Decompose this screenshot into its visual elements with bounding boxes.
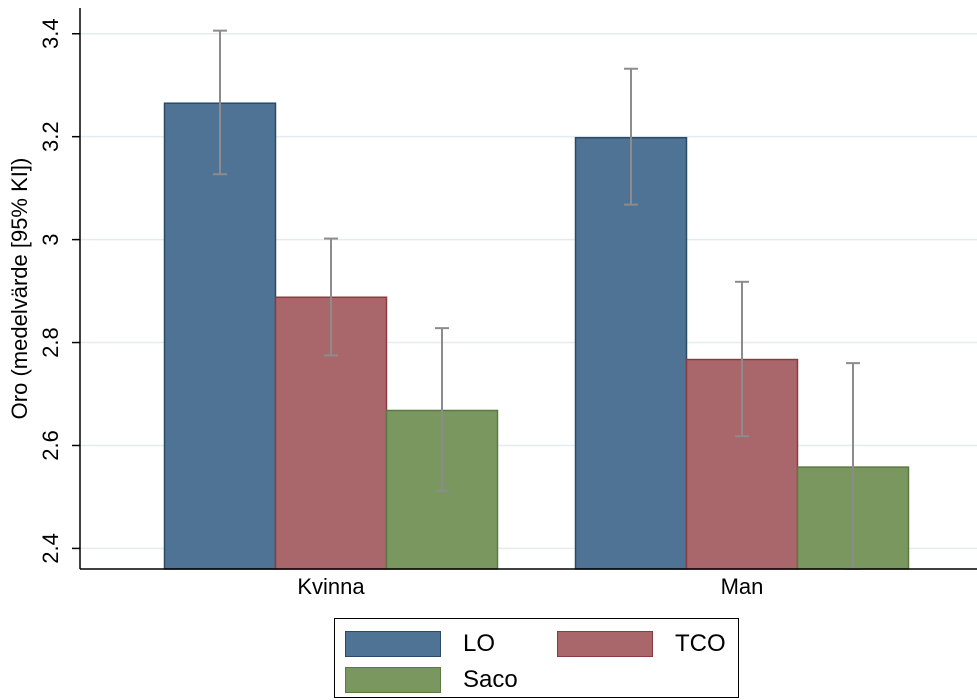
legend-label-saco: Saco <box>463 666 518 693</box>
legend-item-lo: LO <box>345 629 495 659</box>
legend-label-lo: LO <box>463 630 496 657</box>
legend-label-tco: TCO <box>675 630 726 657</box>
x-category-label-kvinna: Kvinna <box>297 574 365 599</box>
legend: LO TCO Saco <box>334 618 739 698</box>
error-bars <box>213 29 860 570</box>
legend-item-tco: TCO <box>557 629 726 659</box>
legend-swatch-saco <box>345 667 441 693</box>
y-tick-label: 3 <box>38 233 63 245</box>
y-axis-title: Oro (medelvärde [95% KI]) <box>7 158 32 420</box>
y-tick-label: 3.4 <box>38 18 63 49</box>
y-tick-label: 2.8 <box>38 327 63 358</box>
error-bar-tco-man <box>735 280 749 438</box>
bars <box>163 102 910 570</box>
legend-swatch-lo <box>345 631 441 657</box>
error-bar-tco-kvinna <box>324 237 338 357</box>
x-category-label-man: Man <box>721 574 764 599</box>
y-tick-label: 3.2 <box>38 121 63 152</box>
y-tick-label: 2.4 <box>38 533 63 564</box>
legend-swatch-tco <box>557 631 653 657</box>
y-tick-label: 2.6 <box>38 430 63 461</box>
legend-item-saco: Saco <box>345 665 518 695</box>
error-bar-lo-kvinna <box>213 29 227 176</box>
error-bar-saco-kvinna <box>435 327 449 492</box>
error-bar-lo-man <box>624 67 638 206</box>
axes: 2.4 2.6 2.8 3 3.2 3.4 Kvinna Man <box>38 8 977 599</box>
